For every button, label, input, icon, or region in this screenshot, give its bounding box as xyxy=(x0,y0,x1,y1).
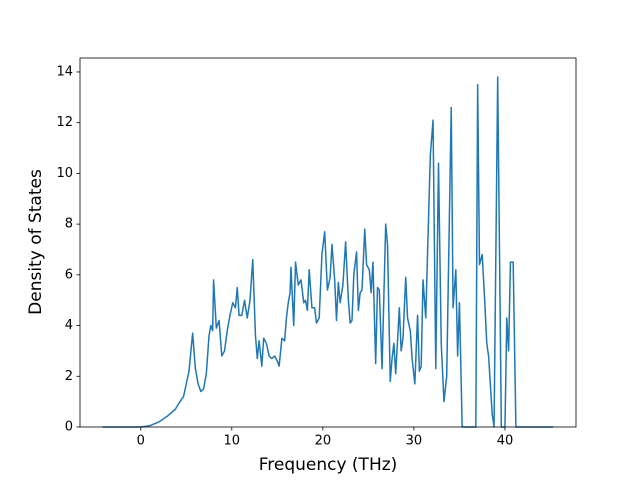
plot-frame xyxy=(79,57,577,428)
x-axis-label: Frequency (THz) xyxy=(259,455,398,475)
y-tick-label: 12 xyxy=(56,115,73,130)
y-tick-label: 6 xyxy=(65,267,73,282)
y-tick-label: 10 xyxy=(56,166,73,181)
x-tick-label: 10 xyxy=(224,434,241,449)
x-tick-label: 0 xyxy=(137,434,145,449)
data-line xyxy=(102,76,554,428)
y-tick-label: 8 xyxy=(65,217,73,232)
y-tick-label: 0 xyxy=(65,420,73,435)
x-tick-label: 30 xyxy=(406,434,423,449)
y-tick-label: 4 xyxy=(65,318,73,333)
x-tick-label: 20 xyxy=(315,434,332,449)
x-tick-label: 40 xyxy=(497,434,514,449)
y-tick-label: 14 xyxy=(56,64,73,79)
y-tick-label: 2 xyxy=(65,369,73,384)
y-axis-label: Density of States xyxy=(26,169,46,315)
